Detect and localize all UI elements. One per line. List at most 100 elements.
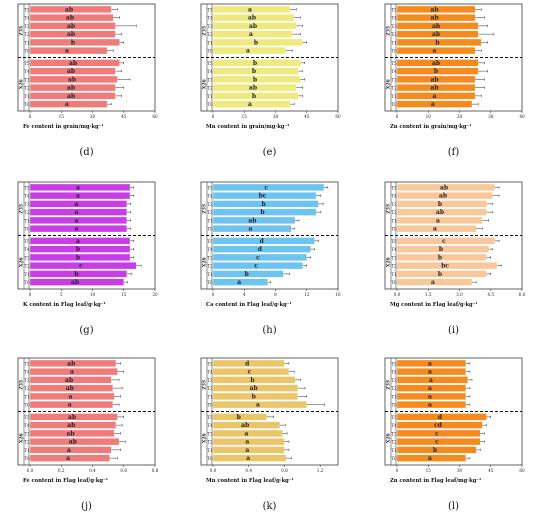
group-label: X26 — [202, 79, 208, 89]
treatment-label: T4 — [207, 194, 213, 199]
significance-letter: a — [428, 402, 432, 409]
treatment-label: T5 — [24, 361, 30, 366]
treatment-label: T4 — [24, 423, 30, 428]
treatment-label: T1 — [207, 94, 213, 99]
treatment-label: T4 — [391, 69, 397, 74]
treatment-label: T4 — [207, 16, 213, 21]
group-label: Z35 — [386, 380, 392, 390]
treatment-label: T3 — [24, 255, 30, 260]
treatment-label: T1 — [391, 394, 397, 399]
treatment-label: T2 — [24, 386, 30, 391]
treatment-label: T2 — [391, 386, 397, 391]
group-label: X26 — [202, 257, 208, 267]
bar — [29, 192, 131, 200]
significance-letter: b — [433, 447, 437, 454]
significance-letter: c — [435, 439, 439, 446]
treatment-label: T3 — [24, 378, 30, 383]
significance-letter: d — [245, 360, 250, 367]
significance-letter: a — [433, 48, 437, 55]
significance-letter: ab — [430, 15, 438, 22]
treatment-label: T0 — [391, 403, 397, 408]
significance-letter: ab — [430, 76, 438, 83]
x-tick-label: 12 — [304, 292, 310, 297]
treatment-label: T0 — [391, 49, 397, 54]
treatment-label: T1 — [24, 394, 30, 399]
significance-letter: b — [250, 377, 254, 384]
treatment-label: T5 — [207, 239, 213, 244]
significance-letter: ab — [249, 85, 257, 92]
treatment-label: T1 — [391, 218, 397, 223]
bar — [212, 384, 298, 392]
x-axis-label: Mn content in grain/mg·kg⁻¹ — [206, 124, 289, 130]
significance-letter: ab — [66, 430, 74, 437]
treatment-label: T3 — [207, 378, 213, 383]
panel-label: (j) — [81, 501, 92, 512]
significance-letter: ab — [66, 15, 74, 22]
significance-letter: a — [69, 393, 73, 400]
panel-label: (f) — [448, 147, 460, 158]
x-tick-label: 60 — [335, 114, 341, 119]
chart-panel-l: Z35 T5 a T4 a T3 a T2 a T1 a T0 a X26 T5 d T4 cd T3 c T2 c T1 b… — [384, 357, 525, 512]
treatment-label: T5 — [207, 185, 213, 190]
significance-letter: ab — [439, 193, 447, 200]
significance-letter: b — [252, 68, 256, 75]
x-tick-label: 4 — [243, 292, 246, 297]
significance-letter: a — [70, 369, 74, 376]
significance-letter: ab — [65, 6, 73, 13]
panel-label: (h) — [262, 325, 276, 336]
x-tick-label: 15 — [242, 114, 248, 119]
bar — [212, 200, 319, 208]
group-label: X26 — [386, 257, 392, 267]
treatment-label: T2 — [24, 210, 30, 215]
significance-letter: ab — [241, 422, 249, 429]
x-tick-label: 0 — [29, 292, 32, 297]
treatment-label: T3 — [207, 255, 213, 260]
significance-letter: c — [254, 263, 258, 270]
x-tick-label: 20 — [457, 114, 463, 119]
treatment-label: T2 — [391, 210, 397, 215]
x-axis-label: Mn content in Flag leaf/g·kg⁻¹ — [206, 478, 294, 484]
significance-letter: ab — [430, 85, 438, 92]
significance-letter: b — [435, 39, 439, 46]
bar — [29, 183, 131, 191]
significance-letter: ab — [65, 377, 73, 384]
significance-letter: b — [252, 93, 256, 100]
significance-letter: ab — [66, 385, 74, 392]
significance-letter: b — [253, 60, 257, 67]
treatment-label: T0 — [24, 456, 30, 461]
treatment-label: T4 — [24, 194, 30, 199]
group-label: X26 — [386, 79, 392, 89]
treatment-label: T2 — [207, 440, 213, 445]
significance-letter: b — [439, 246, 443, 253]
treatment-label: T4 — [391, 247, 397, 252]
significance-letter: a — [75, 217, 79, 224]
panel-label: (d) — [79, 147, 93, 158]
significance-letter: c — [256, 254, 260, 261]
significance-letter: b — [76, 254, 80, 261]
treatment-label: T1 — [207, 218, 213, 223]
treatment-label: T3 — [391, 77, 397, 82]
x-tick-label: 10 — [90, 292, 96, 297]
treatment-label: T2 — [391, 86, 397, 91]
x-axis-label: Zn content in grain/mg·kg⁻¹ — [390, 124, 472, 130]
treatment-label: T4 — [24, 16, 30, 21]
x-tick-label: 10 — [426, 114, 432, 119]
x-tick-label: 0 — [29, 114, 32, 119]
panel-label: (e) — [263, 147, 277, 158]
x-tick-label: 40 — [519, 114, 525, 119]
significance-letter: ab — [440, 184, 448, 191]
panel-label: (g) — [79, 325, 93, 336]
chart-panel-j: Z35 T5 ab T4 a T3 ab T2 ab T1 a T0 a X26 T5 ab T4 ab T3 ab T… — [17, 357, 159, 512]
treatment-label: T5 — [391, 361, 397, 366]
significance-letter: a — [428, 455, 432, 462]
x-tick-label: 15 — [59, 114, 65, 119]
significance-letter: ab — [248, 15, 256, 22]
significance-letter: ab — [69, 439, 77, 446]
bar — [29, 237, 131, 245]
significance-letter: c — [264, 184, 268, 191]
significance-letter: ab — [248, 217, 256, 224]
x-tick-label: 16 — [335, 292, 341, 297]
significance-letter: ab — [432, 23, 440, 30]
group-label: Z35 — [202, 26, 208, 36]
significance-letter: b — [253, 76, 257, 83]
